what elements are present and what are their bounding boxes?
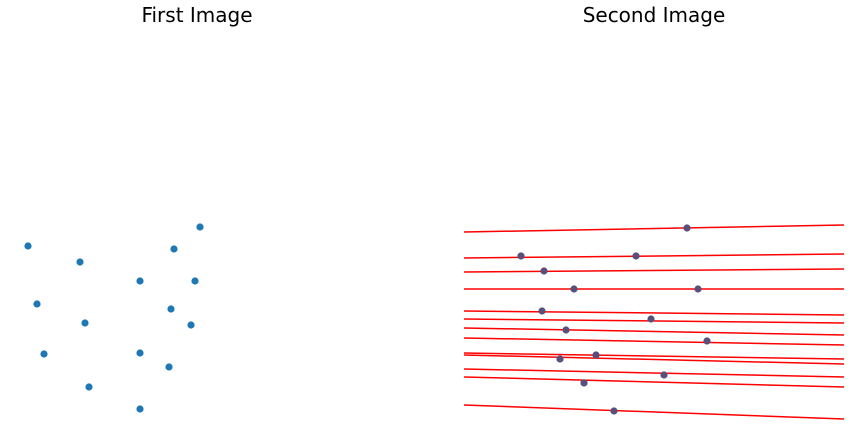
second-image-point-1 bbox=[683, 224, 691, 232]
first-image-point-11 bbox=[40, 350, 48, 358]
epipolar-line-6 bbox=[463, 318, 845, 324]
second-image-point-6 bbox=[694, 285, 702, 293]
epipolar-line-2 bbox=[463, 253, 845, 259]
epipolar-line-3 bbox=[463, 268, 845, 273]
second-image-point-5 bbox=[570, 285, 578, 293]
epipolar-line-13 bbox=[463, 404, 845, 420]
first-image-point-12 bbox=[136, 349, 144, 357]
right-panel-title: Second Image bbox=[583, 3, 726, 27]
first-image-point-7 bbox=[33, 300, 41, 308]
epipolar-line-11 bbox=[463, 368, 845, 378]
second-image-point-13 bbox=[660, 371, 668, 379]
second-image-point-14 bbox=[580, 379, 588, 387]
second-image-point-3 bbox=[632, 252, 640, 260]
first-image-point-14 bbox=[85, 383, 93, 391]
second-image-point-8 bbox=[647, 315, 655, 323]
first-image-point-5 bbox=[136, 277, 144, 285]
left-panel-title: First Image bbox=[141, 3, 252, 27]
first-image-point-6 bbox=[191, 277, 199, 285]
first-image-point-4 bbox=[170, 245, 178, 253]
first-image-plot bbox=[24, 223, 204, 413]
second-image-point-2 bbox=[517, 252, 525, 260]
epipolar-line-12 bbox=[463, 376, 845, 388]
first-image-point-2 bbox=[76, 258, 84, 266]
first-image-point-8 bbox=[81, 319, 89, 327]
second-image-point-10 bbox=[703, 337, 711, 345]
first-image-point-9 bbox=[167, 305, 175, 313]
epipolar-line-9 bbox=[463, 352, 845, 360]
second-image-point-15 bbox=[610, 407, 618, 415]
first-image-point-1 bbox=[24, 242, 32, 250]
first-image-point-3 bbox=[196, 223, 204, 231]
second-image-plot bbox=[463, 224, 845, 420]
first-image-point-13 bbox=[165, 363, 173, 371]
first-image-point-10 bbox=[187, 321, 195, 329]
second-image-point-7 bbox=[538, 307, 546, 315]
second-image-point-11 bbox=[556, 355, 564, 363]
first-image-point-15 bbox=[136, 405, 144, 413]
second-image-point-9 bbox=[562, 326, 570, 334]
second-image-point-4 bbox=[540, 267, 548, 275]
second-image-point-12 bbox=[592, 351, 600, 359]
epipolar-line-5 bbox=[463, 310, 845, 316]
epipolar-line-7 bbox=[463, 327, 845, 336]
epipolar-line-10 bbox=[463, 354, 845, 365]
epipolar-line-8 bbox=[463, 337, 845, 346]
epipolar-line-1 bbox=[463, 224, 845, 233]
